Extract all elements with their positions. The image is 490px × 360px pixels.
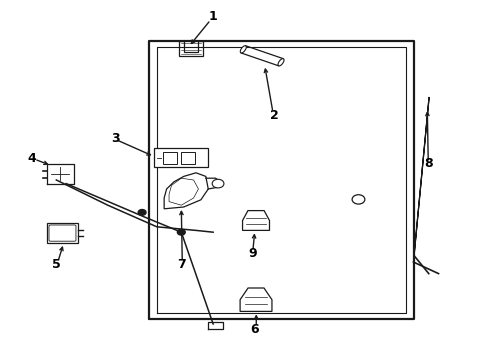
Bar xyxy=(154,148,208,167)
Bar xyxy=(163,152,177,164)
Text: 6: 6 xyxy=(250,323,259,336)
Text: 4: 4 xyxy=(27,152,36,165)
Text: 5: 5 xyxy=(52,258,61,271)
Text: 1: 1 xyxy=(209,10,218,23)
Bar xyxy=(47,223,78,243)
Text: 9: 9 xyxy=(248,247,257,260)
Text: 8: 8 xyxy=(424,157,433,170)
Polygon shape xyxy=(240,288,272,311)
Circle shape xyxy=(177,229,185,235)
Text: 2: 2 xyxy=(270,109,279,122)
Text: 7: 7 xyxy=(177,258,186,271)
Bar xyxy=(181,152,195,164)
Circle shape xyxy=(138,210,146,215)
Polygon shape xyxy=(164,173,208,209)
Ellipse shape xyxy=(278,59,284,66)
Ellipse shape xyxy=(240,46,246,53)
Text: 3: 3 xyxy=(111,132,120,145)
Polygon shape xyxy=(243,211,270,230)
Circle shape xyxy=(212,179,224,188)
